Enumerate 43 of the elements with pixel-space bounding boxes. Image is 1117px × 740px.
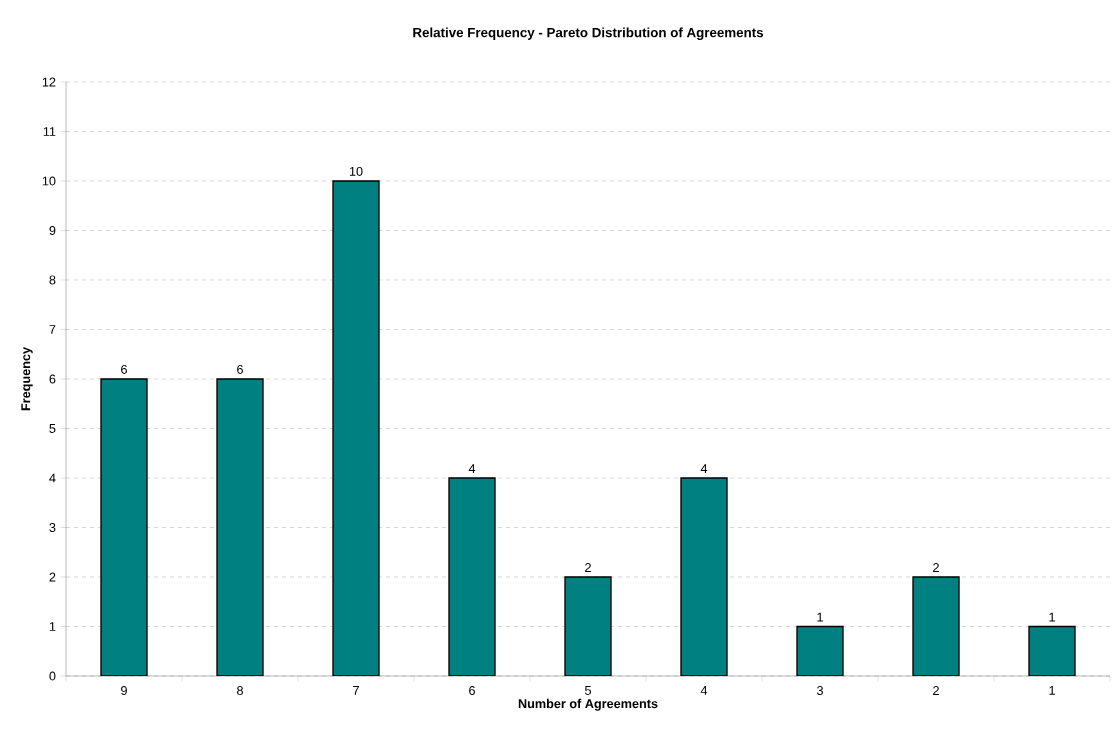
bar (680, 477, 728, 676)
data-label: 2 (933, 563, 939, 572)
data-label: 6 (237, 364, 243, 374)
y-tick-label: 8 (49, 275, 56, 285)
x-axis-title: Number of Agreements (518, 698, 658, 711)
x-tick-label: 1 (1049, 686, 1055, 695)
bar (100, 378, 148, 676)
y-tick-label: 5 (49, 424, 56, 433)
x-tick-label: 7 (353, 686, 359, 695)
y-tick-label: 0 (49, 671, 56, 681)
x-tick-label: 5 (584, 686, 592, 695)
data-label: 4 (468, 464, 476, 473)
bar (796, 625, 844, 676)
bar (912, 576, 960, 676)
x-tick-label: 3 (816, 686, 823, 696)
bar (332, 180, 380, 676)
bar (564, 576, 612, 676)
y-tick-label: 4 (49, 473, 56, 483)
x-tick-label: 2 (933, 686, 939, 695)
y-tick-label: 1 (49, 622, 56, 631)
y-tick-label: 2 (49, 572, 56, 582)
data-label: 2 (585, 563, 591, 572)
y-tick-label: 12 (42, 77, 56, 87)
x-tick-label: 8 (237, 686, 243, 696)
y-tick-label: 11 (43, 127, 56, 136)
bar (448, 477, 496, 676)
bar (1028, 625, 1076, 676)
y-axis-title: Frequency (21, 347, 33, 411)
data-label: 1 (817, 612, 823, 622)
chart-title: Relative Frequency - Pareto Distribution of Agreements (413, 27, 764, 40)
x-tick-label: 9 (121, 686, 127, 696)
x-tick-label: 4 (700, 686, 708, 695)
y-tick-label: 9 (49, 226, 56, 235)
data-label: 10 (349, 166, 363, 176)
y-tick-label: 3 (49, 523, 56, 532)
data-label: 4 (700, 464, 708, 473)
x-tick-label: 6 (469, 686, 475, 696)
data-label: 6 (121, 364, 127, 374)
bar (216, 378, 264, 676)
y-tick-label: 6 (49, 374, 56, 384)
y-tick-label: 10 (42, 176, 56, 186)
data-label: 1 (1049, 612, 1055, 622)
y-tick-label: 7 (49, 325, 56, 334)
